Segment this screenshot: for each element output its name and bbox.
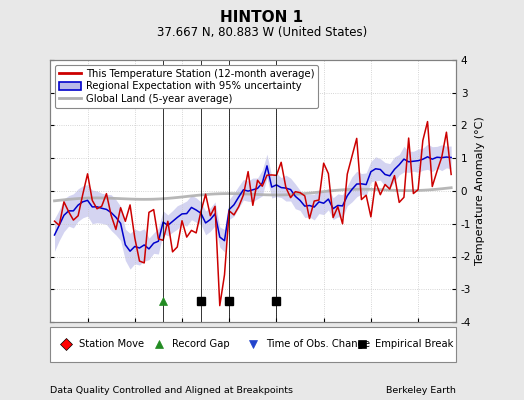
- Text: Data Quality Controlled and Aligned at Breakpoints: Data Quality Controlled and Aligned at B…: [50, 386, 293, 395]
- Text: Empirical Break: Empirical Break: [376, 339, 454, 350]
- Text: Station Move: Station Move: [79, 339, 144, 350]
- Legend: This Temperature Station (12-month average), Regional Expectation with 95% uncer: This Temperature Station (12-month avera…: [55, 65, 318, 108]
- Text: Berkeley Earth: Berkeley Earth: [386, 386, 456, 395]
- Text: Time of Obs. Change: Time of Obs. Change: [266, 339, 370, 350]
- Text: 37.667 N, 80.883 W (United States): 37.667 N, 80.883 W (United States): [157, 26, 367, 39]
- FancyBboxPatch shape: [50, 327, 456, 362]
- Text: Record Gap: Record Gap: [172, 339, 230, 350]
- Y-axis label: Temperature Anomaly (°C): Temperature Anomaly (°C): [475, 117, 485, 265]
- Text: HINTON 1: HINTON 1: [221, 10, 303, 25]
